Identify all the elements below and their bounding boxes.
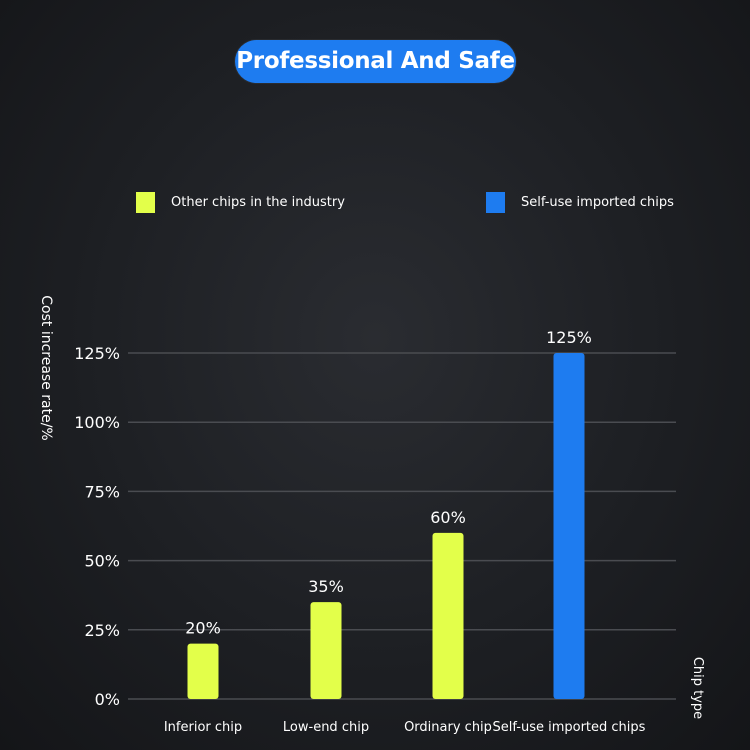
y-tick-label: 100% xyxy=(74,413,120,432)
x-tick-label: Self-use imported chips xyxy=(493,720,646,735)
y-tick-label: 125% xyxy=(74,344,120,363)
bar xyxy=(187,643,219,699)
x-tick-label: Low-end chip xyxy=(283,720,369,735)
data-label: 35% xyxy=(308,577,344,596)
grid-lines xyxy=(128,352,676,700)
y-tick-labels: 0% 25% 50% 75% 100% 125% xyxy=(74,344,120,709)
data-label: 20% xyxy=(185,619,221,638)
bar xyxy=(432,532,464,699)
legend-item-other-chips: Other chips in the industry xyxy=(136,191,345,213)
data-label: 60% xyxy=(430,508,466,527)
legend-swatch-self-use-chips xyxy=(486,191,505,213)
y-axis-label: Cost increase rate/% xyxy=(38,295,54,441)
legend-swatch-other-chips xyxy=(136,191,155,213)
y-tick-label: 75% xyxy=(84,482,120,501)
y-tick-label: 50% xyxy=(84,552,120,571)
y-tick-label: 0% xyxy=(95,690,120,709)
bar xyxy=(310,602,342,699)
y-tick-label: 25% xyxy=(84,621,120,640)
bar xyxy=(553,353,585,699)
data-labels: 20% 35% 60% 125% xyxy=(185,328,592,638)
legend-label-self-use-chips: Self-use imported chips xyxy=(521,194,674,210)
legend-item-self-use-chips: Self-use imported chips xyxy=(486,191,674,213)
data-label: 125% xyxy=(546,328,592,347)
x-tick-label: Ordinary chip xyxy=(404,720,492,735)
x-tick-labels: Inferior chip Low-end chip Ordinary chip Se… xyxy=(164,720,646,735)
x-tick-label: Inferior chip xyxy=(164,720,242,735)
legend-label-other-chips: Other chips in the industry xyxy=(171,194,345,210)
x-axis-label: Chip type xyxy=(690,657,705,719)
chart-title: Professional And Safe xyxy=(235,40,516,83)
bars xyxy=(187,353,585,699)
